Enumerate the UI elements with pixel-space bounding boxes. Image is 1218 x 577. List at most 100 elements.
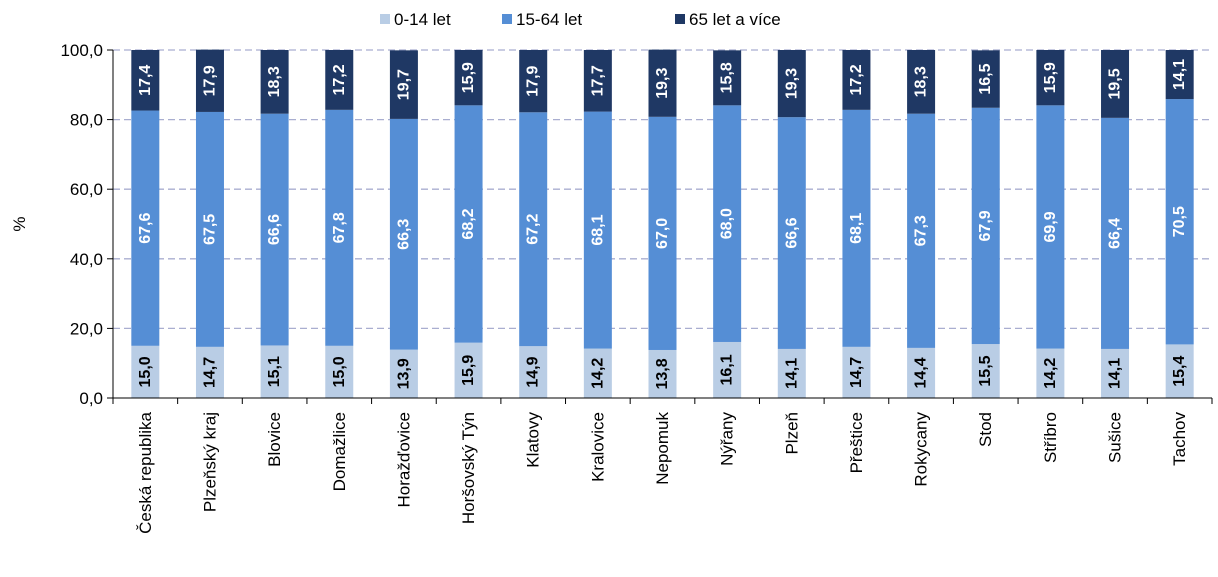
x-category-label: Stod (976, 412, 995, 447)
data-label: 15,9 (460, 62, 477, 93)
data-label: 19,3 (654, 68, 671, 99)
data-label: 16,1 (719, 354, 736, 385)
bar-15-64-let-stribro (1036, 105, 1065, 349)
bar-0-14-let-rokycany (907, 347, 936, 398)
bar-65-let-a-vice-nyrany (713, 50, 742, 106)
x-category-label: Sušice (1106, 412, 1125, 463)
legend-swatch (675, 14, 685, 24)
bar-15-64-let-domazlice (325, 109, 354, 346)
bar-0-14-let-plzensky-kraj (195, 346, 224, 398)
bar-65-let-a-vice-klatovy (519, 50, 548, 113)
x-category-label: Plzeňský kraj (200, 412, 219, 512)
bar-0-14-let-klatovy (519, 346, 548, 398)
bar-65-let-a-vice-domazlice (325, 50, 354, 110)
x-category-label: Kralovice (588, 412, 607, 482)
data-label: 19,7 (395, 69, 412, 100)
bar-65-let-a-vice-nepomuk (648, 49, 677, 117)
x-category-labels: Česká republika Plzeňský kraj Blovice Domaž… (136, 411, 1189, 533)
data-label: 66,3 (395, 219, 412, 250)
x-category-label: Rokycany (912, 412, 931, 487)
data-label: 15,0 (137, 356, 154, 387)
bar-65-let-a-vice-blovice (260, 50, 289, 114)
data-label: 19,3 (783, 68, 800, 99)
bar-65-let-a-vice-kralovice (583, 50, 612, 112)
data-label: 13,8 (654, 358, 671, 389)
data-label: 18,3 (266, 66, 283, 97)
bar-15-64-let-plzen (777, 117, 806, 349)
y-tick-label: 40,0 (70, 250, 103, 269)
data-label: 17,9 (525, 65, 542, 96)
data-label: 14,4 (913, 357, 930, 388)
bar-65-let-a-vice-susice (1101, 50, 1130, 118)
x-category-label: Horšovský Týn (459, 412, 478, 524)
bar-15-64-let-nyrany (713, 105, 742, 342)
data-label: 69,9 (1042, 211, 1059, 242)
data-label: 14,1 (1171, 59, 1188, 90)
data-label: 14,9 (525, 356, 542, 387)
data-label: 67,0 (654, 218, 671, 249)
data-label: 15,5 (977, 355, 994, 386)
bar-0-14-let-tachov (1165, 344, 1194, 398)
legend: 0-14 let 15-64 let 65 let a více (380, 10, 781, 29)
bar-0-14-let-horsovsky-tyn (454, 342, 483, 398)
legend-swatch (502, 14, 512, 24)
data-label: 18,3 (913, 66, 930, 97)
bar-0-14-let-nyrany (713, 341, 742, 398)
bar-65-let-a-vice-ceska-republika (131, 50, 160, 111)
bar-0-14-let-stribro (1036, 348, 1065, 398)
bar-0-14-let-ceska-republika (131, 345, 160, 398)
x-category-label: Horažďovice (394, 412, 413, 507)
data-label: 14,2 (1042, 358, 1059, 389)
data-label: 15,9 (1042, 62, 1059, 93)
bars: 15,0 67,6 17,4 14,7 67,5 17,9 15,1 66,6 18,3 15,0… (131, 49, 1194, 398)
data-label: 67,9 (977, 210, 994, 241)
data-label: 67,5 (201, 214, 218, 245)
bar-65-let-a-vice-horazdovice (389, 50, 418, 119)
x-category-label: Přeštice (847, 412, 866, 473)
bar-65-let-a-vice-horsovsky-tyn (454, 50, 483, 106)
data-label: 68,1 (848, 213, 865, 244)
data-label: 68,1 (589, 214, 606, 245)
bar-0-14-let-horazdovice (389, 349, 418, 398)
data-label: 66,6 (783, 217, 800, 248)
x-category-label: Klatovy (524, 412, 543, 468)
data-label: 15,4 (1171, 356, 1188, 387)
y-tick-label: 60,0 (70, 180, 103, 199)
data-label: 70,5 (1171, 206, 1188, 237)
bar-0-14-let-nepomuk (648, 349, 677, 398)
data-label: 67,2 (525, 214, 542, 245)
x-category-label: Česká republika (136, 411, 155, 533)
axes (107, 49, 1213, 404)
bar-15-64-let-prestice (842, 109, 871, 347)
x-category-label: Blovice (265, 412, 284, 467)
bar-0-14-let-stod (971, 344, 1000, 398)
data-label: 14,7 (848, 357, 865, 388)
data-label: 68,0 (719, 208, 736, 239)
bar-15-64-let-susice (1101, 117, 1130, 349)
data-label: 14,7 (201, 357, 218, 388)
bar-65-let-a-vice-tachov (1165, 50, 1194, 100)
legend-label: 15-64 let (516, 10, 582, 29)
bar-0-14-let-domazlice (325, 345, 354, 398)
data-label: 17,7 (589, 65, 606, 96)
data-label: 13,9 (395, 358, 412, 389)
bar-15-64-let-blovice (260, 113, 289, 346)
bar-15-64-let-klatovy (519, 112, 548, 347)
data-label: 67,3 (913, 215, 930, 246)
gridlines (113, 49, 1212, 330)
bar-15-64-let-tachov (1165, 99, 1194, 345)
data-label: 68,2 (460, 208, 477, 239)
data-label: 15,8 (719, 62, 736, 93)
y-axis-label: % (10, 216, 29, 231)
data-label: 66,6 (266, 214, 283, 245)
legend-label: 0-14 let (394, 10, 451, 29)
bar-15-64-let-ceska-republika (131, 110, 160, 346)
bar-0-14-let-blovice (260, 345, 289, 398)
data-label: 67,8 (331, 212, 348, 243)
data-label: 16,5 (977, 63, 994, 94)
y-tick-label: 0,0 (79, 389, 103, 408)
data-label: 19,5 (1107, 68, 1124, 99)
data-label: 15,9 (460, 355, 477, 386)
data-label: 66,4 (1107, 218, 1124, 249)
